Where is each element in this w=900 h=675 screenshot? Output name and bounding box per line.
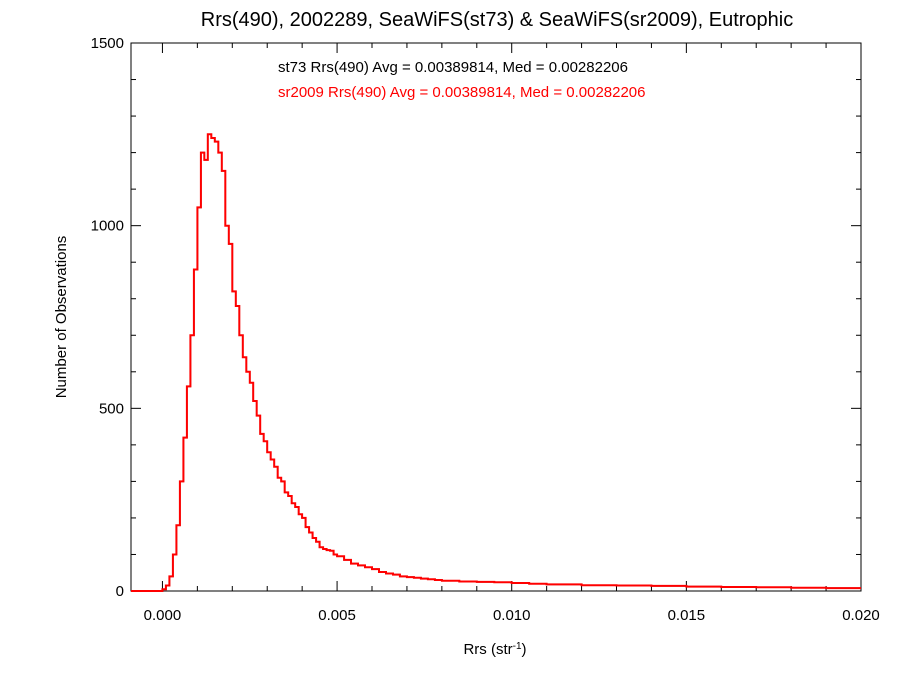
y-tick-label: 0: [116, 583, 124, 600]
x-tick-label: 0.000: [144, 607, 182, 624]
y-tick-label: 1500: [91, 35, 124, 52]
y-tick-label: 500: [99, 400, 124, 417]
y-axis-title: Number of Observations: [53, 236, 70, 399]
x-tick-label: 0.015: [668, 607, 706, 624]
sr2009-stats-annotation: sr2009 Rrs(490) Avg = 0.00389814, Med = …: [278, 84, 646, 101]
x-axis-title-close: ): [522, 641, 527, 658]
x-axis-title: Rrs (str-1): [463, 641, 526, 659]
st73-stats-annotation: st73 Rrs(490) Avg = 0.00389814, Med = 0.…: [278, 59, 628, 76]
y-tick-label: 1000: [91, 218, 124, 235]
chart-title: Rrs(490), 2002289, SeaWiFS(st73) & SeaWi…: [201, 9, 793, 31]
st73-histogram-line: [131, 133, 861, 592]
histogram-series: [131, 133, 861, 592]
x-tick-label: 0.005: [318, 607, 356, 624]
x-tick-label: 0.010: [493, 607, 531, 624]
x-axis-title-main: Rrs (str: [463, 641, 512, 658]
x-axis-title-superscript: -1: [513, 641, 522, 652]
plot-area-frame: [130, 42, 862, 592]
axis-ticks: [131, 42, 862, 592]
tick-labels: 0.000 0.005 0.010 0.015 0.020 0 500 1000 1500: [91, 35, 880, 624]
sr2009-histogram-line: [131, 133, 861, 592]
x-tick-label: 0.020: [842, 607, 880, 624]
